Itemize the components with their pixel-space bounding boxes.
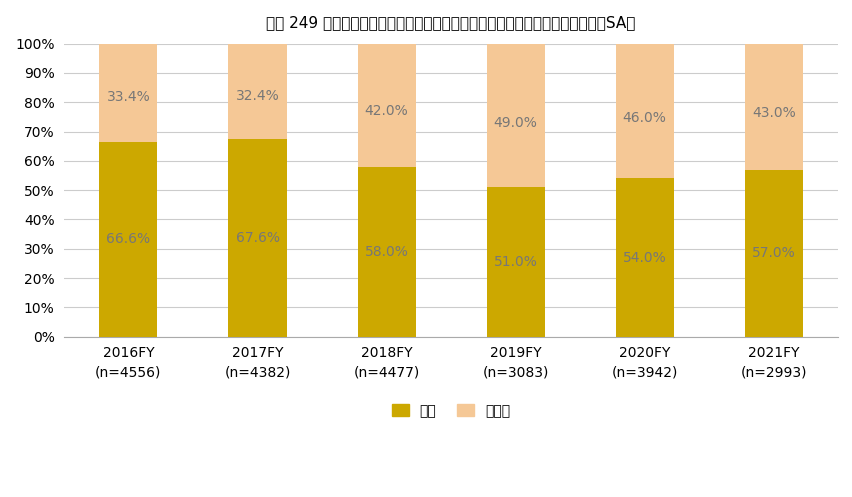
- Text: 57.0%: 57.0%: [751, 246, 795, 260]
- Text: 54.0%: 54.0%: [622, 250, 665, 264]
- Bar: [100, 44, 158, 142]
- Text: 46.0%: 46.0%: [622, 111, 666, 125]
- Bar: [486, 44, 544, 187]
- Bar: [486, 187, 544, 336]
- Text: 49.0%: 49.0%: [493, 116, 537, 130]
- Bar: [357, 166, 415, 336]
- Text: 67.6%: 67.6%: [235, 231, 279, 245]
- Text: 33.4%: 33.4%: [106, 90, 150, 104]
- Bar: [357, 44, 415, 166]
- Bar: [228, 44, 286, 139]
- Bar: [615, 44, 673, 178]
- Bar: [100, 142, 158, 336]
- Legend: はい, いいえ: はい, いいえ: [386, 399, 515, 423]
- Text: 43.0%: 43.0%: [751, 106, 795, 120]
- Text: 42.0%: 42.0%: [365, 104, 408, 118]
- Text: 66.6%: 66.6%: [106, 232, 150, 246]
- Text: 32.4%: 32.4%: [235, 89, 279, 103]
- Bar: [615, 178, 673, 336]
- Bar: [744, 169, 802, 336]
- Text: 51.0%: 51.0%: [493, 255, 537, 269]
- Text: 58.0%: 58.0%: [364, 245, 408, 259]
- Bar: [744, 44, 802, 169]
- Bar: [228, 139, 286, 336]
- Title: 図表 249 生産プロセスに関する設備の稼働状況等のデータ収集（時系列）　（SA）: 図表 249 生産プロセスに関する設備の稼働状況等のデータ収集（時系列） （SA…: [266, 15, 635, 30]
